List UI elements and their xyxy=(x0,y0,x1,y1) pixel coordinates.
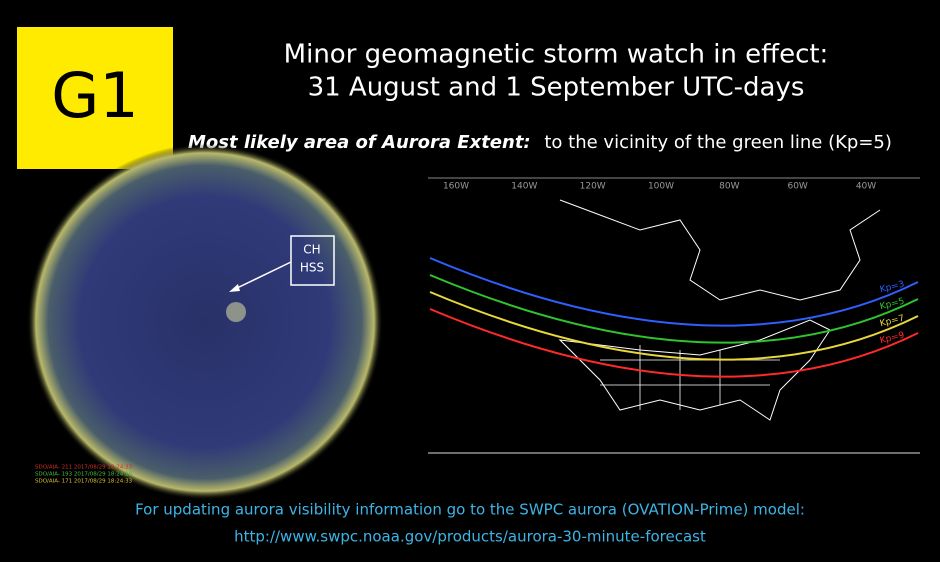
kp-line xyxy=(429,274,919,344)
map: 160W 140W 120W 100W 80W 60W 40W Kp=3Kp=5Kp=7Kp… xyxy=(428,176,920,478)
longitude-label: 60W xyxy=(787,182,807,192)
sun-caption: SDO/AIA- 193 2017/08/29 18:24:28 xyxy=(35,472,133,478)
footer-line: http://www.swpc.noaa.gov/products/aurora… xyxy=(234,528,706,546)
sun-caption: SDO/AIA- 171 2017/08/29 18:24:33 xyxy=(35,479,133,485)
badge: G1 xyxy=(51,59,139,132)
map-frame xyxy=(428,176,920,478)
state-lines xyxy=(600,345,780,410)
longitude-label: 80W xyxy=(719,182,739,192)
longitude-label: 160W xyxy=(443,182,469,192)
title-line: 31 August and 1 September UTC-days xyxy=(308,73,805,103)
kp-line xyxy=(429,257,919,327)
coastline xyxy=(559,199,881,301)
sun-caption: SDO/AIA- 211 2017/08/29 18:24:33 xyxy=(35,465,133,471)
badge-box xyxy=(17,27,173,169)
longitude-label: 100W xyxy=(648,182,674,192)
subtitle: Most likely area of Aurora Extent: to th… xyxy=(188,132,892,153)
kp-line xyxy=(429,291,919,361)
longitude-label: 40W xyxy=(856,182,876,192)
annotation: CH xyxy=(303,243,320,257)
sun-image: CH HSS SDO/AIA- 211 2017/08/29 18:24:33S… xyxy=(27,144,383,500)
active-region xyxy=(226,302,246,322)
footer-line: For updating aurora visibility informati… xyxy=(135,501,805,519)
annotation: HSS xyxy=(300,261,324,275)
subtitle-emphasis: Most likely area of Aurora Extent: xyxy=(188,132,531,153)
sun xyxy=(27,144,383,500)
kp-line xyxy=(429,308,919,378)
annotation-box xyxy=(290,235,335,286)
subtitle-text: to the vicinity of the green line (Kp=5) xyxy=(544,132,892,153)
longitude-label: 140W xyxy=(511,182,537,192)
arrow xyxy=(232,261,292,291)
title-line: Minor geomagnetic storm watch in effect: xyxy=(284,40,829,70)
arrow-head xyxy=(229,284,240,292)
longitude-label: 120W xyxy=(580,182,606,192)
